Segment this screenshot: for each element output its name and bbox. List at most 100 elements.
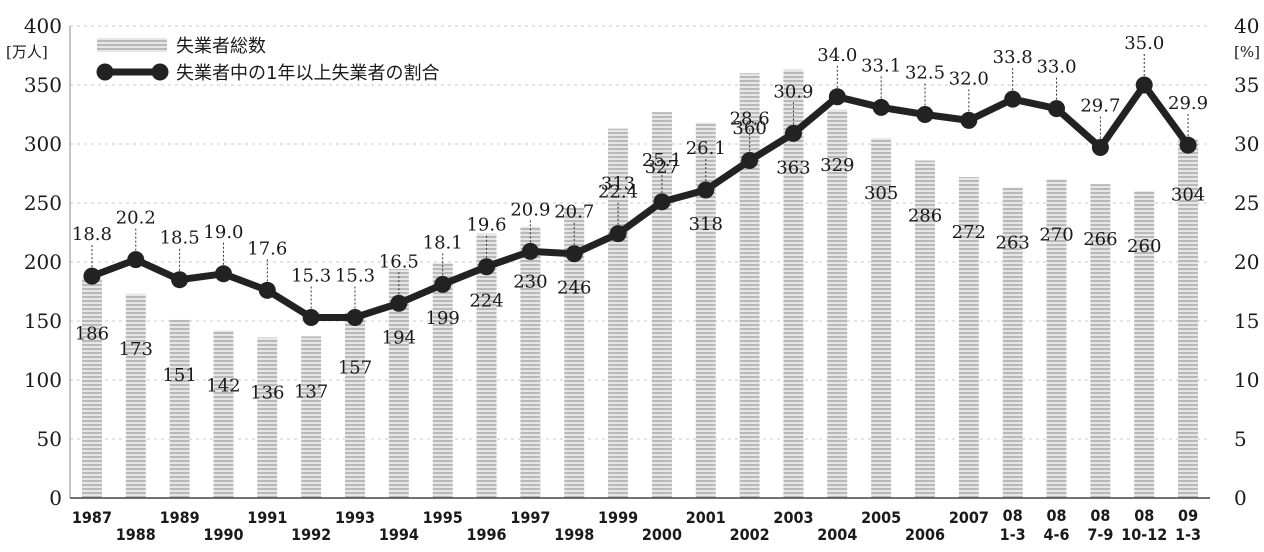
x-tick-label: 1992 bbox=[291, 525, 331, 544]
y-right-tick-label: 30 bbox=[1234, 132, 1259, 156]
x-tick-label: 1999 bbox=[598, 508, 638, 527]
legend-line-label: 失業者中の1年以上失業者の割合 bbox=[176, 63, 439, 84]
line-value-label: 20.7 bbox=[554, 202, 594, 223]
legend-bar-swatch bbox=[97, 38, 167, 52]
y-right-tick-label: 0 bbox=[1234, 486, 1247, 510]
y-left-tick-label: 400 bbox=[24, 14, 62, 38]
bar bbox=[871, 138, 892, 498]
bar bbox=[1090, 184, 1111, 498]
line-point bbox=[171, 271, 189, 289]
bar bbox=[301, 336, 322, 498]
y-right-tick-label: 25 bbox=[1234, 191, 1259, 215]
line-value-label: 18.8 bbox=[72, 224, 112, 245]
bar-series bbox=[81, 69, 1199, 499]
x-tick-label: 2004 bbox=[817, 525, 857, 544]
x-tick-label: 2007 bbox=[949, 508, 989, 527]
y-left-tick-label: 150 bbox=[24, 309, 62, 333]
line-value-label: 19.0 bbox=[203, 222, 243, 243]
bar-value-label: 318 bbox=[689, 214, 723, 235]
bar bbox=[169, 319, 190, 498]
bar bbox=[827, 109, 848, 498]
bar bbox=[783, 69, 804, 498]
bar-value-label: 363 bbox=[776, 157, 810, 178]
x-tick-label: 1998 bbox=[554, 525, 594, 544]
line-value-label: 19.6 bbox=[466, 215, 506, 236]
bar-value-label: 304 bbox=[1171, 184, 1205, 205]
bar-value-label: 266 bbox=[1083, 229, 1117, 250]
x-tick-label: 1987 bbox=[72, 508, 112, 527]
line-point bbox=[872, 98, 890, 116]
line-value-label: 33.1 bbox=[861, 55, 901, 76]
y-right-tick-label: 35 bbox=[1234, 73, 1259, 97]
bar bbox=[81, 278, 102, 498]
bar bbox=[1178, 139, 1199, 498]
line-point bbox=[960, 111, 978, 129]
x-tick-label: 7-9 bbox=[1087, 525, 1113, 544]
bar-value-label: 186 bbox=[75, 324, 109, 345]
x-tick-label: 1993 bbox=[335, 508, 375, 527]
line-point bbox=[258, 281, 276, 299]
x-tick-label: 1996 bbox=[467, 525, 507, 544]
bar-value-label: 286 bbox=[908, 206, 942, 227]
line-point bbox=[478, 258, 496, 276]
bar bbox=[915, 160, 935, 498]
line-value-label: 22.4 bbox=[598, 182, 638, 203]
y-left-unit-label: [万人] bbox=[6, 43, 48, 61]
x-tick-label: 4-6 bbox=[1044, 525, 1070, 544]
line-point bbox=[609, 225, 627, 243]
line-value-label: 18.5 bbox=[160, 228, 200, 249]
bar-value-label: 329 bbox=[820, 155, 854, 176]
line-point bbox=[346, 308, 364, 326]
line-point bbox=[214, 265, 232, 283]
x-tick-label: 1-3 bbox=[1175, 525, 1201, 544]
line-value-label: 26.1 bbox=[686, 138, 726, 159]
line-point bbox=[784, 124, 802, 142]
bar bbox=[388, 269, 409, 498]
bar-value-label: 224 bbox=[469, 291, 503, 312]
line-value-label: 16.5 bbox=[379, 251, 419, 272]
line-value-label: 20.2 bbox=[116, 208, 156, 229]
y-right-tick-label: 10 bbox=[1234, 368, 1259, 392]
y-left-tick-label: 50 bbox=[37, 427, 62, 451]
line-value-label: 25.1 bbox=[642, 150, 682, 171]
y-right-tick-label: 5 bbox=[1234, 427, 1247, 451]
x-tick-label: 1994 bbox=[379, 525, 419, 544]
line-value-label: 29.9 bbox=[1168, 93, 1208, 114]
line-point bbox=[1004, 90, 1022, 108]
x-tick-label: 1995 bbox=[423, 508, 463, 527]
y-right-unit-label: [%] bbox=[1234, 43, 1260, 61]
bar-value-label: 313 bbox=[601, 174, 635, 195]
bar bbox=[213, 330, 234, 498]
y-left-tick-label: 250 bbox=[24, 191, 62, 215]
bar-value-label: 136 bbox=[250, 383, 284, 404]
bar-value-label: 173 bbox=[119, 339, 153, 360]
line-value-label: 33.8 bbox=[993, 47, 1033, 68]
line-point bbox=[1048, 100, 1066, 118]
data-labels: 186 173 151 142 136 137 157 194 199 224 230 246 313 3… bbox=[72, 33, 1208, 404]
x-tick-label: 08 bbox=[1003, 506, 1023, 525]
x-tick-label: 1989 bbox=[160, 508, 200, 527]
line-value-label: 34.0 bbox=[817, 45, 857, 66]
x-tick-label: 2003 bbox=[773, 508, 813, 527]
bar bbox=[1134, 191, 1155, 498]
line-point bbox=[434, 275, 452, 293]
x-tick-label: 2001 bbox=[686, 508, 726, 527]
bar-value-label: 157 bbox=[338, 358, 372, 379]
bar-value-label: 263 bbox=[996, 233, 1030, 254]
line-point bbox=[653, 193, 671, 211]
x-tick-label: 1990 bbox=[203, 525, 243, 544]
x-tick-label: 2005 bbox=[861, 508, 901, 527]
line-value-label: 35.0 bbox=[1124, 33, 1164, 54]
bar-value-label: 137 bbox=[294, 381, 328, 402]
x-tick-label: 2002 bbox=[730, 525, 770, 544]
bar-value-label: 272 bbox=[952, 222, 986, 243]
y-right-tick-label: 15 bbox=[1234, 309, 1259, 333]
bar bbox=[564, 207, 585, 498]
bar bbox=[608, 128, 629, 498]
line-point bbox=[1091, 139, 1109, 157]
line-point bbox=[83, 267, 101, 285]
x-tick-label: 1991 bbox=[247, 508, 287, 527]
line-point bbox=[127, 251, 145, 269]
